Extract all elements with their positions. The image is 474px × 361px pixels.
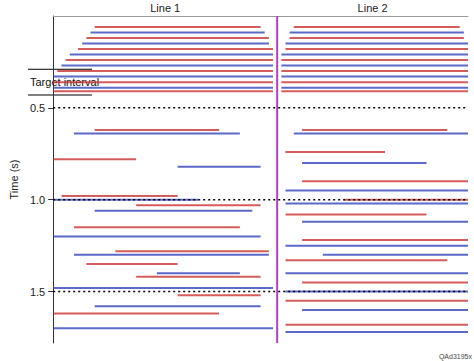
svg-text:Target interval: Target interval <box>30 76 100 89</box>
svg-text:QAd3195x: QAd3195x <box>439 353 473 361</box>
svg-text:Time (s): Time (s) <box>8 160 20 200</box>
svg-text:1.0: 1.0 <box>30 194 45 206</box>
svg-text:Line 1: Line 1 <box>150 2 180 14</box>
svg-text:0.5: 0.5 <box>30 102 45 114</box>
svg-text:1.5: 1.5 <box>30 286 45 298</box>
svg-text:Line 2: Line 2 <box>358 2 388 14</box>
